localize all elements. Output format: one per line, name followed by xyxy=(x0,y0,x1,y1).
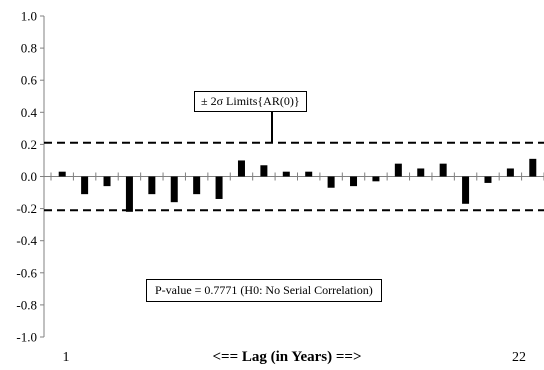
acf-bar xyxy=(81,176,89,195)
acf-bar xyxy=(462,176,470,204)
acf-bar xyxy=(484,176,492,183)
acf-bar xyxy=(327,176,335,188)
limits-label-box: ± 2σ Limits{AR(0)} xyxy=(194,91,307,112)
acf-bar xyxy=(439,163,447,177)
acf-bar xyxy=(103,176,111,187)
acf-bar xyxy=(372,176,380,182)
y-tick-label: -0.4 xyxy=(16,233,37,248)
x-axis-labels: 1 22 <== Lag (in Years) ==> xyxy=(63,349,527,365)
y-tick-label: 0.8 xyxy=(21,41,37,56)
y-tick-label: -0.6 xyxy=(16,265,37,280)
bars-group xyxy=(58,158,537,212)
x-first-label: 1 xyxy=(63,350,70,365)
y-tick-label: 1.0 xyxy=(21,9,37,24)
x-axis-title: <== Lag (in Years) ==> xyxy=(212,349,361,365)
y-tick-label: -0.2 xyxy=(16,201,37,216)
y-tick-label: 0.4 xyxy=(21,105,38,120)
y-tick-label: -1.0 xyxy=(16,330,37,345)
acf-bar xyxy=(193,176,201,195)
acf-bar xyxy=(237,160,245,177)
acf-bar xyxy=(170,176,178,203)
acf-bar xyxy=(125,176,133,212)
acf-bar xyxy=(305,171,313,177)
p-value-label: P-value = 0.7771 (H0: No Serial Correlat… xyxy=(155,283,373,297)
p-value-box: P-value = 0.7771 (H0: No Serial Correlat… xyxy=(146,279,382,302)
acf-bar xyxy=(58,171,66,177)
acf-bar xyxy=(148,176,156,195)
acf-bar xyxy=(282,171,290,177)
limit-lines xyxy=(44,110,544,212)
y-tick-label: 0.0 xyxy=(21,169,37,184)
acf-bar xyxy=(260,165,268,177)
acf-bar xyxy=(215,176,223,199)
limits-label: ± 2σ Limits{AR(0)} xyxy=(201,94,300,108)
y-axis: 1.0 0.8 0.6 0.4 0.2 0.0 -0.2 -0.4 -0.6 -0.8 -1.0 xyxy=(16,9,45,345)
y-tick-label: 0.2 xyxy=(21,137,37,152)
acf-bar xyxy=(417,168,425,177)
y-tick-label: -0.8 xyxy=(16,297,37,312)
acf-bar xyxy=(350,176,358,187)
acf-bar xyxy=(394,163,402,177)
x-last-label: 22 xyxy=(512,350,526,365)
acf-bar xyxy=(506,168,514,177)
acf-bar xyxy=(529,158,537,177)
y-tick-label: 0.6 xyxy=(21,73,38,88)
